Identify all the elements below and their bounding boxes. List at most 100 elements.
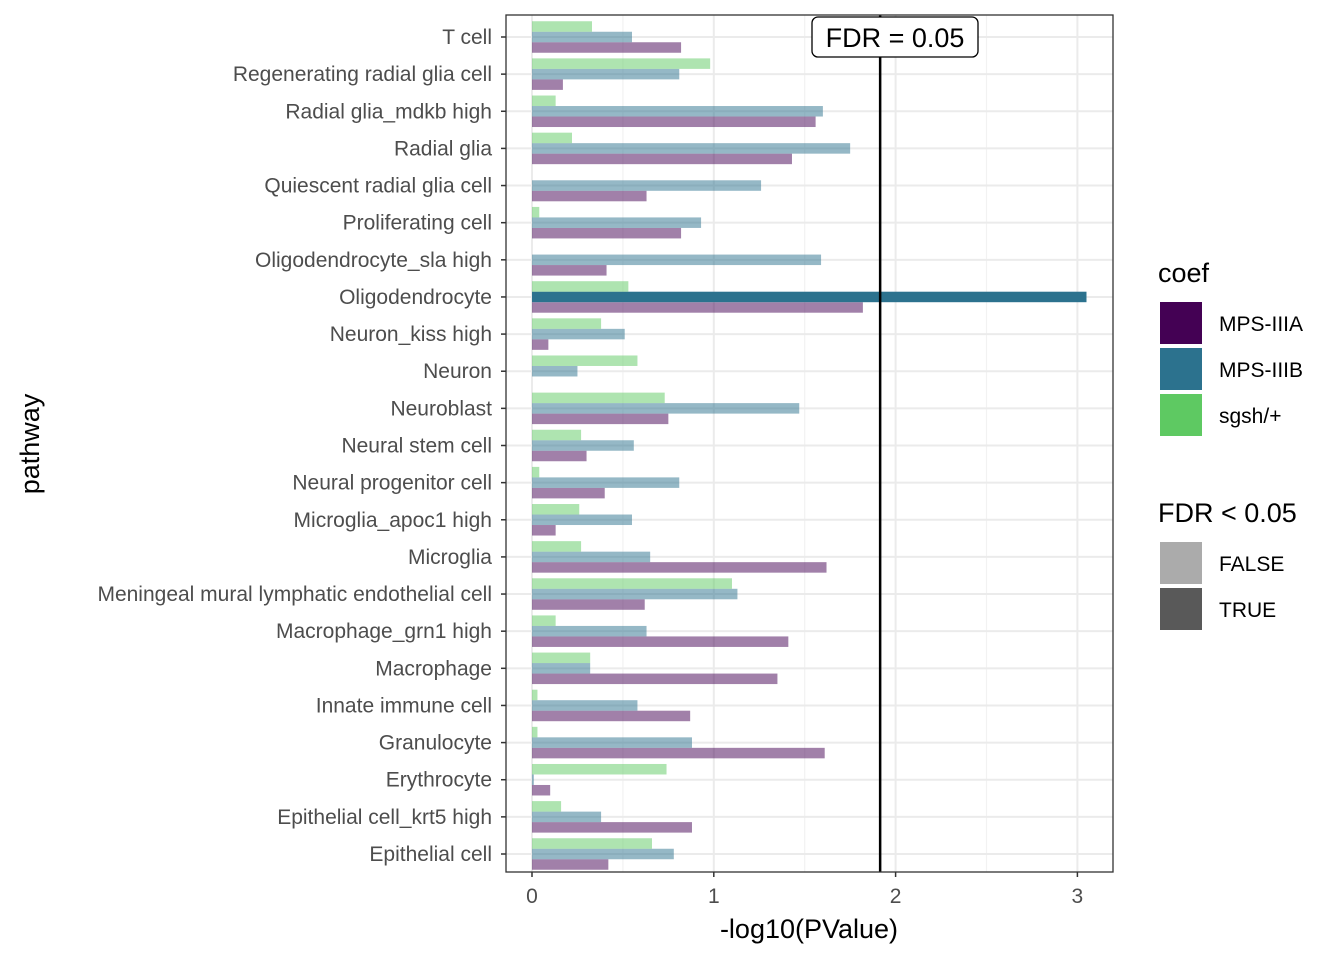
bar-mps-iiia-0 <box>532 42 682 53</box>
bar-mps-iiib-12 <box>532 477 680 488</box>
bar-mps-iiib-10 <box>532 403 800 414</box>
bar-mps-iiia-5 <box>532 227 682 239</box>
y-tick-label: Radial glia <box>394 137 492 160</box>
bar-mps-iiia-7 <box>532 302 863 313</box>
bar-mps-iiib-15 <box>532 588 738 600</box>
legend-title: FDR < 0.05 <box>1158 498 1297 528</box>
bar-mps-iiib-5 <box>532 217 702 228</box>
bar-sgsh--17 <box>532 652 591 664</box>
bar-sgsh--5 <box>532 206 540 218</box>
y-tick-label: Innate immune cell <box>316 694 492 717</box>
bar-mps-iiib-14 <box>532 551 651 563</box>
bar-mps-iiia-10 <box>532 413 669 425</box>
bar-mps-iiia-15 <box>532 599 645 610</box>
bar-sgsh--1 <box>532 58 711 69</box>
bar-sgsh--8 <box>532 318 602 329</box>
y-tick-label: Epithelial cell_krt5 high <box>277 806 492 829</box>
y-tick-label: Macrophage_grn1 high <box>276 620 492 643</box>
x-axis: 0 1 2 3 <box>526 872 1083 908</box>
y-tick-label: Quiescent radial glia cell <box>264 175 492 198</box>
bar-mps-iiib-13 <box>532 514 632 526</box>
bar-mps-iiib-6 <box>532 254 822 266</box>
legend-label: MPS-IIIB <box>1219 359 1303 382</box>
legend-key <box>1160 588 1202 630</box>
bar-mps-iiia-3 <box>532 153 792 165</box>
bar-mps-iiib-16 <box>532 625 647 637</box>
y-axis: T cell Regenerating radial glia cell Radia… <box>97 26 506 866</box>
bar-sgsh--13 <box>532 504 580 515</box>
bar-mps-iiib-17 <box>532 663 591 674</box>
bar-mps-iiia-14 <box>532 562 827 573</box>
bar-mps-iiib-7 <box>532 291 1087 303</box>
bar-mps-iiib-9 <box>532 365 578 377</box>
fdr-reference: FDR = 0.05 <box>811 15 979 872</box>
fdr-label: FDR = 0.05 <box>826 23 965 53</box>
y-tick-label: Regenerating radial glia cell <box>233 63 492 86</box>
x-tick-label: 0 <box>526 885 538 908</box>
bar-mps-iiia-2 <box>532 116 816 128</box>
legend-coef: coef MPS-IIIA MPS-IIIB sgsh/+ <box>1158 258 1303 436</box>
bar-sgsh--19 <box>532 726 538 738</box>
y-tick-label: Neuroblast <box>390 397 492 420</box>
bar-mps-iiia-6 <box>532 265 607 276</box>
bar-sgsh--20 <box>532 763 667 775</box>
fdr-label-box <box>811 16 979 58</box>
bar-mps-iiia-21 <box>532 822 692 833</box>
legend-fdr: FDR < 0.05 FALSE TRUE <box>1158 498 1297 630</box>
bar-mps-iiib-3 <box>532 143 851 154</box>
bar-sgsh--12 <box>532 466 540 478</box>
bar-mps-iiib-1 <box>532 68 680 80</box>
legend-title: coef <box>1158 258 1210 288</box>
y-tick-label: Meningeal mural lymphatic endothelial ce… <box>97 583 492 606</box>
legend-key <box>1160 302 1202 344</box>
bar-mps-iiib-18 <box>532 700 638 711</box>
bar-sgsh--16 <box>532 615 556 626</box>
bar-mps-iiia-12 <box>532 487 605 499</box>
legends: coef MPS-IIIA MPS-IIIB sgsh/+ FDR < 0.05 FALS… <box>1158 258 1303 630</box>
x-tick-label: 3 <box>1072 885 1084 908</box>
bar-mps-iiia-8 <box>532 339 549 350</box>
bar-sgsh--11 <box>532 429 582 441</box>
bar-mps-iiib-2 <box>532 106 823 117</box>
y-tick-label: Neuron_kiss high <box>330 323 492 346</box>
bar-sgsh--22 <box>532 838 652 849</box>
bar-sgsh--15 <box>532 578 732 589</box>
y-tick-label: Oligodendrocyte_sla high <box>255 249 492 272</box>
y-tick-label: Neural progenitor cell <box>292 472 492 495</box>
bar-sgsh--9 <box>532 355 638 366</box>
bar-mps-iiia-19 <box>532 747 825 759</box>
panel-frame <box>505 14 1114 873</box>
bar-sgsh--21 <box>532 801 562 812</box>
bar-mps-iiib-19 <box>532 737 692 748</box>
bar-sgsh--14 <box>532 541 582 552</box>
bar-sgsh--10 <box>532 392 665 404</box>
bar-mps-iiia-1 <box>532 79 563 90</box>
bar-mps-iiib-0 <box>532 31 632 43</box>
legend-label: FALSE <box>1219 553 1284 576</box>
legend-label: MPS-IIIA <box>1219 313 1303 336</box>
legend-key <box>1160 542 1202 584</box>
bar-sgsh--2 <box>532 95 556 107</box>
bar-mps-iiib-20 <box>532 774 534 785</box>
bar-mps-iiib-8 <box>532 328 625 340</box>
bar-mps-iiia-22 <box>532 859 609 870</box>
y-tick-label: Neural stem cell <box>341 435 492 458</box>
y-tick-label: Microglia_apoc1 high <box>294 509 492 532</box>
x-tick-label: 1 <box>708 885 720 908</box>
legend-key <box>1160 348 1202 390</box>
bar-sgsh--0 <box>532 21 592 32</box>
bar-mps-iiib-21 <box>532 811 602 823</box>
bar-sgsh--7 <box>532 281 629 292</box>
bar-mps-iiia-13 <box>532 525 556 536</box>
x-axis-title: -log10(PValue) <box>720 914 898 944</box>
y-tick-label: T cell <box>442 26 492 49</box>
y-tick-label: Granulocyte <box>379 732 492 755</box>
y-tick-label: Proliferating cell <box>343 212 492 235</box>
y-tick-label: Microglia <box>408 546 492 569</box>
y-axis-title: pathway <box>15 393 45 494</box>
bars <box>532 21 1087 870</box>
bar-sgsh--3 <box>532 132 572 144</box>
panel-border <box>505 14 1114 873</box>
y-tick-label: Erythrocyte <box>386 769 492 792</box>
